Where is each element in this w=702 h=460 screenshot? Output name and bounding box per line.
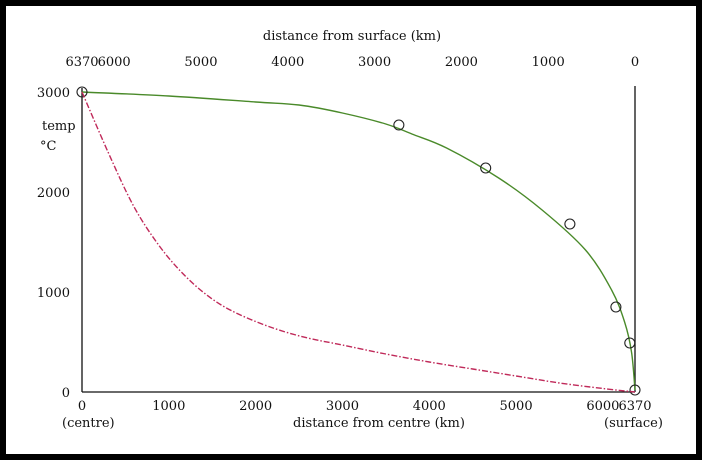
- bottom-tick-label: 1000: [152, 399, 185, 414]
- top-axis-label: distance from surface (km): [263, 29, 441, 44]
- data-point-marker: [629, 384, 641, 396]
- bottom-left-note: (centre): [62, 416, 115, 431]
- data-point-marker: [610, 301, 622, 313]
- top-tick-label: 0: [631, 55, 639, 70]
- bottom-tick-labels: 0 1000 2000 3000 4000 5000 6000 6370: [78, 399, 652, 414]
- temperature-curve-dashdot: [81, 91, 636, 393]
- temperature-chart: distance from surface (km) distance from…: [37, 29, 663, 431]
- y-axis-label-temp: temp: [42, 119, 76, 134]
- top-tick-label: 2000: [445, 55, 478, 70]
- y-tick-label: 2000: [37, 186, 70, 201]
- chart-frame: distance from surface (km) distance from…: [6, 6, 696, 454]
- top-tick-labels: 6370 6000 5000 4000 3000 2000 1000 0: [65, 55, 639, 70]
- top-tick-label: 1000: [532, 55, 565, 70]
- y-tick-label: 0: [62, 386, 70, 401]
- data-point-marker: [393, 119, 405, 131]
- bottom-tick-label: 4000: [413, 399, 446, 414]
- top-tick-label: 3000: [358, 55, 391, 70]
- bottom-axis-label: distance from centre (km): [293, 416, 465, 431]
- top-tick-label: 4000: [271, 55, 304, 70]
- series-layer: [76, 86, 641, 396]
- bottom-right-note: (surface): [604, 416, 663, 431]
- temperature-curve-solid: [81, 91, 636, 391]
- y-tick-label: 3000: [37, 86, 70, 101]
- top-tick-label: 5000: [184, 55, 217, 70]
- bottom-tick-label: 5000: [500, 399, 533, 414]
- bottom-tick-label: 3000: [326, 399, 359, 414]
- data-point-marker: [564, 218, 576, 230]
- y-tick-label: 1000: [37, 286, 70, 301]
- bottom-tick-label: 2000: [239, 399, 272, 414]
- data-point-marker: [624, 337, 636, 349]
- data-point-marker: [480, 162, 492, 174]
- top-tick-label: 6000: [98, 55, 131, 70]
- y-tick-labels: 3000 2000 1000 0: [37, 86, 70, 401]
- bottom-tick-label: 0: [78, 399, 86, 414]
- bottom-tick-label: 6000: [586, 399, 619, 414]
- data-point-marker: [76, 86, 88, 98]
- bottom-tick-label: 6370: [618, 399, 651, 414]
- top-tick-label: 6370: [65, 55, 98, 70]
- y-axis-label-unit: °C: [40, 139, 57, 154]
